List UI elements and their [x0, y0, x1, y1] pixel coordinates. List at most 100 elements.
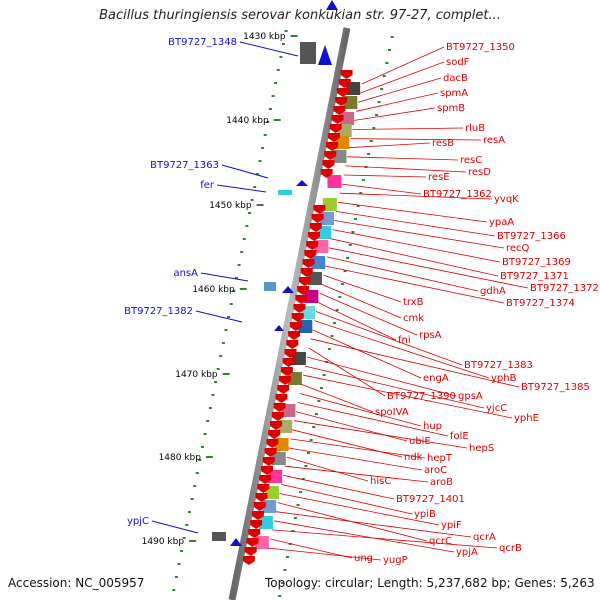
gene-label[interactable]: yjcC [486, 403, 507, 414]
scale-dot [309, 439, 313, 441]
gene-label[interactable]: sodF [446, 57, 470, 68]
gene-label[interactable]: aroC [424, 465, 447, 476]
gene-label[interactable]: resA [483, 135, 505, 146]
scale-tick [189, 540, 197, 542]
gene-label[interactable]: resD [468, 167, 491, 178]
scale-labels: 1430 kbp 1440 kbp 1450 kbp 1460 kbp 1470 kbp… [142, 32, 298, 547]
gene-label[interactable]: hepS [469, 443, 494, 454]
gene-label[interactable]: cmk [403, 313, 424, 324]
reverse-gene-arrow [307, 232, 320, 241]
gene-label[interactable]: BT9727_1371 [500, 271, 569, 282]
scale-dot [354, 218, 358, 220]
gene-label[interactable]: yugP [383, 555, 408, 566]
gene-label[interactable]: folE [450, 431, 469, 442]
feature-block [212, 532, 226, 541]
reverse-gene-arrow [273, 403, 286, 412]
gene-label[interactable]: resB [432, 138, 454, 149]
reverse-gene-arrow [336, 88, 349, 97]
gene-label[interactable]: BT9727_1383 [464, 360, 533, 371]
gene-label[interactable]: ypjC [127, 516, 149, 527]
gene-label[interactable]: ansA [173, 268, 198, 279]
reverse-gene-arrow [268, 430, 281, 439]
gene-label[interactable]: yvqK [494, 194, 519, 205]
scale-dot [187, 511, 191, 513]
scale-label: 1480 kbp [159, 453, 202, 463]
gene-label[interactable]: yphB [491, 373, 517, 384]
gene-label[interactable]: BT9727_1385 [521, 382, 590, 393]
gene-label[interactable]: trxB [403, 297, 424, 308]
gene-label[interactable]: BT9727_1348 [168, 37, 237, 48]
scale-dot [237, 264, 241, 266]
gene-label[interactable]: resC [460, 155, 482, 166]
gene-label[interactable]: hepT [427, 453, 453, 464]
gene-label[interactable]: qcrC [429, 536, 452, 547]
gene-label[interactable]: ypiB [414, 509, 436, 520]
reverse-gene-arrow [338, 79, 351, 88]
feature-block [278, 190, 292, 195]
reverse-gene-arrow [255, 493, 268, 502]
gene-label[interactable]: gdhA [480, 286, 506, 297]
leader-line [350, 138, 482, 141]
leader-line [275, 511, 472, 538]
gene-label[interactable]: dacB [443, 73, 468, 84]
leader-line [357, 77, 442, 103]
gene-label[interactable]: engA [423, 373, 449, 384]
leader-line [283, 474, 395, 500]
scale-dot [214, 381, 218, 383]
gene-label[interactable]: BT9727_1401 [396, 494, 465, 505]
gene-label[interactable]: ypiF [441, 520, 462, 531]
gene-label[interactable]: BT9727_1350 [446, 42, 515, 53]
gene-label[interactable]: rpsA [419, 330, 442, 341]
gene-label[interactable]: ypaA [489, 217, 514, 228]
gene-label[interactable]: fni [398, 335, 411, 346]
gene-label[interactable]: BT9727_1363 [150, 160, 219, 171]
leader-line [308, 347, 386, 397]
scale-tick [256, 204, 264, 206]
scale-dot [172, 589, 176, 591]
gene-label[interactable]: BT9727_1369 [502, 257, 571, 268]
leader-line [354, 107, 436, 121]
gene-label[interactable]: resE [428, 172, 450, 183]
scale-dot [271, 95, 275, 97]
gene-label[interactable]: BT9727_1372 [530, 283, 599, 294]
leader-line [299, 393, 422, 427]
reverse-gene-arrow [266, 439, 279, 448]
gene-label[interactable]: rluB [465, 123, 485, 134]
reverse-gene-arrow [282, 358, 295, 367]
feature-block [322, 198, 337, 211]
gene-label[interactable]: ndk [404, 452, 423, 463]
gene-label[interactable]: BT9727_1362 [423, 189, 492, 200]
gene-label[interactable]: ubiE [409, 436, 431, 447]
leader-line [337, 201, 488, 223]
gene-label[interactable]: spmA [440, 88, 468, 99]
scale-dot [274, 82, 278, 84]
gene-label[interactable]: ung [354, 553, 373, 564]
gene-label[interactable]: BT9727_1374 [506, 298, 575, 309]
gene-label[interactable]: qcrB [499, 543, 522, 554]
feature-block [291, 352, 306, 365]
feature-block [327, 175, 342, 188]
gene-label[interactable]: spmB [437, 103, 465, 114]
gene-label[interactable]: spoIVA [375, 407, 409, 418]
gene-label[interactable]: ypjA [456, 547, 478, 558]
gene-label[interactable]: fer [200, 180, 215, 191]
gene-label[interactable]: BT9727_1366 [497, 231, 566, 242]
scale-dot [374, 114, 378, 116]
gene-label[interactable]: hup [423, 421, 442, 432]
scale-label: 1490 kbp [142, 537, 185, 547]
gene-label[interactable]: hisC [370, 476, 391, 487]
gene-label[interactable]: gpsA [458, 391, 483, 402]
gene-label[interactable]: BT9727_1390 [387, 391, 456, 402]
leader-line [330, 238, 499, 277]
forward-gene-arrow [274, 325, 284, 331]
scale-dot [317, 400, 321, 402]
leader-line [306, 356, 457, 397]
gene-label[interactable]: aroB [430, 477, 453, 488]
gene-label[interactable]: recQ [506, 243, 530, 254]
scale-dot [278, 595, 282, 597]
gene-label[interactable]: BT9727_1382 [124, 306, 193, 317]
gene-label[interactable]: qcrA [473, 532, 496, 543]
gene-label[interactable]: yphE [514, 413, 539, 424]
scale-dot [221, 342, 225, 344]
reverse-gene-arrow [340, 70, 353, 79]
